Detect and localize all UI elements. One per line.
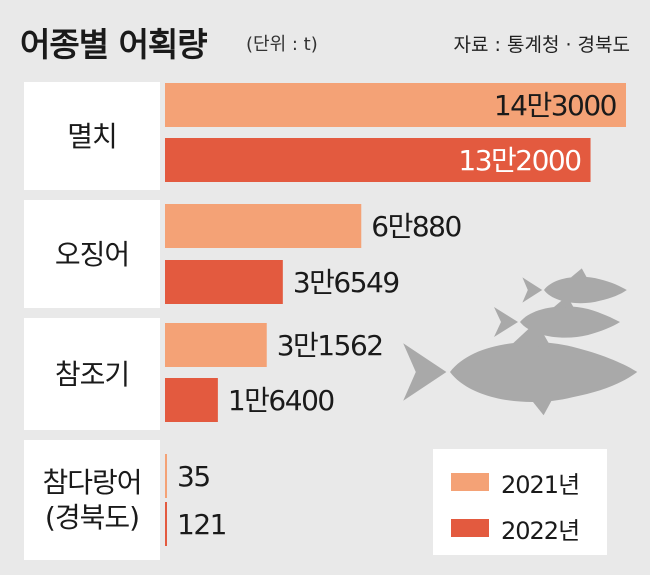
- legend-swatch-2021: [451, 473, 489, 491]
- value-label: 121: [177, 508, 226, 541]
- value-label: 6만880: [371, 210, 461, 243]
- unit-label: (단위 : t): [246, 34, 318, 55]
- category-label-text: 참다랑어 (경북도): [42, 465, 142, 535]
- value-label: 35: [177, 460, 210, 493]
- bar-2021: [165, 83, 626, 127]
- category-label: 오징어: [24, 200, 160, 308]
- bars-layer: [165, 83, 626, 546]
- category-label-text: 참조기: [54, 357, 130, 392]
- category-label-line: 참조기: [54, 357, 130, 391]
- bar-2022: [165, 138, 591, 182]
- category-label: 멸치: [24, 82, 160, 190]
- legend-label-2022: 2022년: [501, 517, 580, 545]
- category-label-line: (경북도): [44, 501, 140, 534]
- fish-icon: [522, 268, 627, 304]
- value-label: 14만3000: [494, 89, 616, 122]
- value-label: 1만6400: [228, 384, 334, 417]
- category-label-line: 참다랑어: [42, 466, 142, 499]
- value-labels-layer: 14만3000 13만2000 6만880 3만6549 3만1562 1만6400 35 1…: [177, 89, 618, 541]
- bar-2022: [165, 378, 218, 422]
- bar-2021: [165, 323, 267, 367]
- legend-swatch-2022: [451, 519, 489, 537]
- bar-2022: [165, 502, 167, 546]
- bar-2021: [165, 204, 362, 248]
- legend: 2021년 2022년: [433, 449, 607, 555]
- value-label: 3만1562: [277, 329, 383, 362]
- category-label: 참조기: [24, 318, 160, 430]
- category-label-text: 오징어: [54, 237, 130, 272]
- bar-2022: [165, 260, 283, 304]
- fish-icon: [403, 321, 638, 416]
- fish-silhouettes-icon: [403, 268, 638, 416]
- chart-title: 어종별 어획량: [20, 25, 208, 64]
- fish-icon: [494, 296, 620, 338]
- category-label-line: 오징어: [54, 237, 130, 271]
- category-label-line: 멸치: [67, 119, 118, 153]
- bar-2021: [165, 454, 167, 498]
- value-label: 3만6549: [293, 266, 399, 299]
- legend-label-2021: 2021년: [501, 471, 580, 499]
- source-label: 자료 : 통계청 · 경북도: [453, 34, 630, 56]
- value-label: 13만2000: [458, 144, 580, 177]
- category-label: 참다랑어 (경북도): [24, 440, 160, 560]
- category-label-text: 멸치: [67, 119, 118, 154]
